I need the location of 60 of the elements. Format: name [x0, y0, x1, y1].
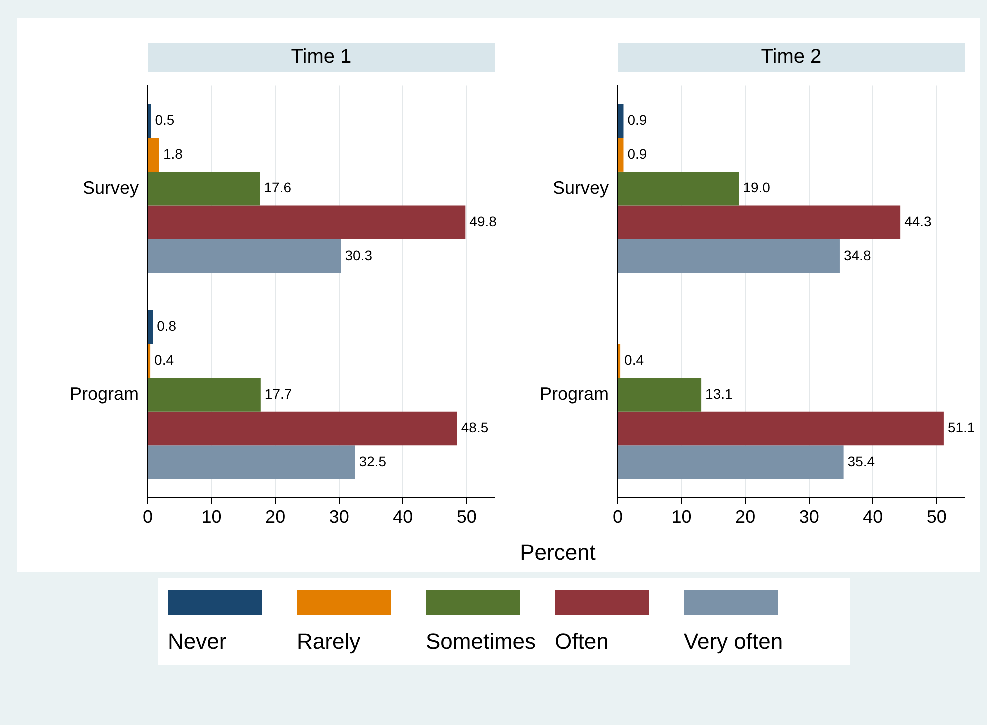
data-label: 0.4 — [154, 352, 174, 368]
data-label: 17.7 — [264, 386, 292, 402]
data-label: 30.3 — [345, 247, 373, 264]
bar — [618, 172, 740, 206]
data-label: 0.4 — [624, 352, 644, 368]
x-tick-label: 10 — [202, 506, 222, 527]
data-label: 49.8 — [470, 214, 498, 230]
data-label: 48.5 — [461, 420, 489, 436]
x-tick-label: 50 — [456, 506, 477, 527]
legend-label: Very often — [684, 629, 784, 655]
data-label: 0.9 — [628, 146, 648, 162]
bar — [148, 240, 342, 274]
y-tick-label: Survey — [552, 178, 609, 198]
x-tick-label: 20 — [266, 506, 286, 527]
x-tick-label: 40 — [393, 506, 414, 527]
chart-title: Time 1 — [148, 43, 495, 72]
y-tick-label: Program — [70, 384, 139, 404]
bar — [148, 446, 356, 480]
legend-label: Never — [168, 629, 228, 655]
bar — [618, 446, 844, 480]
bar — [148, 104, 152, 138]
bar — [618, 378, 702, 412]
x-tick-label: 0 — [612, 506, 624, 527]
bar — [148, 138, 160, 172]
y-tick-label: Program — [540, 384, 609, 404]
x-axis-title: Percent — [519, 540, 597, 566]
x-tick-label: 0 — [142, 506, 154, 527]
data-label: 0.8 — [157, 318, 177, 334]
bar — [148, 206, 466, 240]
data-label: 51.1 — [948, 420, 976, 436]
legend-label: Sometimes — [426, 629, 538, 655]
x-tick-label: 50 — [926, 506, 947, 527]
legend-label: Rarely — [297, 629, 362, 655]
data-label: 34.8 — [844, 247, 872, 264]
x-tick-label: 30 — [329, 506, 350, 527]
chart-title: Time 2 — [618, 43, 965, 72]
bar — [148, 172, 260, 206]
bar — [618, 206, 901, 240]
x-tick-label: 20 — [736, 506, 756, 527]
data-label: 44.3 — [904, 214, 932, 230]
bar — [618, 104, 624, 138]
x-tick-label: 40 — [863, 506, 884, 527]
data-label: 19.0 — [743, 180, 771, 196]
data-label: 0.5 — [155, 112, 175, 128]
bar — [618, 138, 624, 172]
bar — [148, 412, 458, 446]
bar — [618, 240, 840, 274]
legend-label: Often — [555, 629, 610, 655]
bar — [148, 310, 154, 344]
data-label: 0.9 — [628, 112, 648, 128]
data-label: 1.8 — [163, 146, 184, 162]
bar — [618, 412, 944, 446]
x-tick-label: 10 — [672, 506, 692, 527]
x-tick-label: 30 — [799, 506, 820, 527]
data-label: 17.6 — [264, 180, 292, 196]
data-label: 13.1 — [706, 386, 734, 402]
data-label: 35.4 — [848, 453, 876, 470]
bar — [148, 378, 261, 412]
y-tick-label: Survey — [82, 178, 139, 198]
data-label: 32.5 — [359, 453, 387, 470]
